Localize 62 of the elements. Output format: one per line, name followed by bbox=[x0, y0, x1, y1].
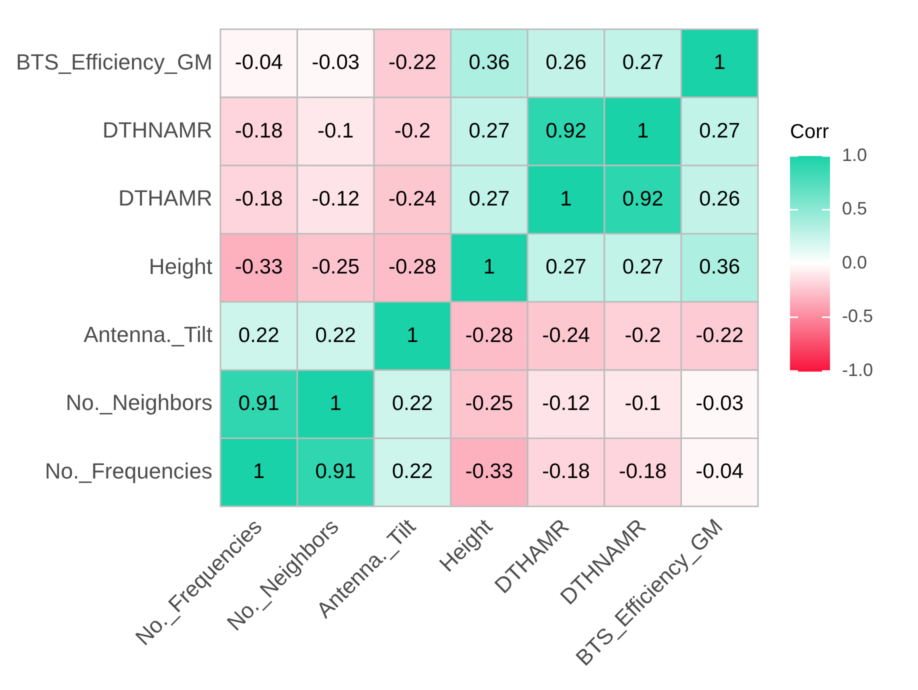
data-label: 0.27 bbox=[546, 256, 586, 279]
data-label: -0.04 bbox=[696, 460, 744, 484]
data-label: -0.25 bbox=[312, 256, 360, 279]
data-label: -0.1 bbox=[624, 392, 661, 415]
data-label: 0.27 bbox=[468, 119, 510, 142]
data-label: 0.92 bbox=[622, 187, 664, 210]
data-label: 0.22 bbox=[392, 460, 433, 484]
y-tick-label: No._Frequencies bbox=[44, 458, 212, 484]
data-label: 0.22 bbox=[392, 392, 433, 415]
data-label: 0.92 bbox=[546, 119, 586, 142]
data-label: -0.18 bbox=[234, 187, 283, 210]
color-bar-label: 0.0 bbox=[842, 252, 868, 272]
data-label: -0.28 bbox=[388, 256, 436, 279]
data-label: -0.03 bbox=[312, 51, 360, 74]
y-tick-label: No._Neighbors bbox=[66, 390, 212, 416]
legend-title: Corr bbox=[790, 121, 830, 143]
y-tick-label: DTHNAMR bbox=[102, 118, 212, 143]
y-tick-label: Height bbox=[148, 254, 212, 279]
data-label: -0.12 bbox=[312, 187, 360, 210]
data-label: -0.2 bbox=[394, 119, 431, 142]
color-bar-label: 0.5 bbox=[842, 198, 868, 219]
color-bar-label: -0.5 bbox=[842, 306, 874, 326]
data-label: -0.33 bbox=[465, 460, 514, 484]
data-label: 1 bbox=[714, 51, 726, 74]
data-label: -0.04 bbox=[234, 51, 284, 74]
data-label: 0.22 bbox=[238, 324, 280, 347]
data-label: 1 bbox=[483, 256, 496, 279]
data-label: -0.18 bbox=[542, 460, 590, 484]
data-label: 0.27 bbox=[699, 119, 740, 142]
color-bar-label: -1.0 bbox=[842, 360, 874, 380]
data-label: 0.36 bbox=[699, 256, 740, 279]
y-tick-label: Antenna._Tilt bbox=[84, 322, 212, 348]
data-label: 1 bbox=[406, 324, 418, 347]
data-label: 0.26 bbox=[699, 187, 740, 210]
data-label: 1 bbox=[330, 392, 342, 415]
data-label: -0.1 bbox=[318, 119, 354, 142]
data-label: 1 bbox=[560, 187, 572, 210]
data-label: -0.18 bbox=[618, 460, 667, 484]
data-label: 1 bbox=[636, 119, 649, 142]
y-tick-label: DTHAMR bbox=[118, 186, 212, 211]
data-label: -0.2 bbox=[624, 324, 661, 347]
data-label: 0.27 bbox=[622, 51, 664, 74]
data-label: -0.24 bbox=[542, 324, 590, 347]
data-label: -0.28 bbox=[465, 324, 514, 347]
y-tick-label: BTS_Efficiency_GM bbox=[16, 49, 212, 74]
data-label: 0.22 bbox=[315, 324, 356, 347]
data-label: -0.18 bbox=[234, 119, 283, 142]
data-label: -0.33 bbox=[234, 256, 283, 279]
data-label: -0.22 bbox=[696, 324, 744, 347]
data-label: -0.24 bbox=[388, 187, 437, 210]
color-bar-label: 1.0 bbox=[842, 144, 868, 165]
data-label: -0.25 bbox=[465, 392, 514, 415]
data-label: 1 bbox=[252, 460, 265, 484]
data-label: -0.12 bbox=[542, 392, 590, 415]
data-label: -0.22 bbox=[388, 51, 436, 74]
data-label: 0.36 bbox=[468, 51, 510, 74]
data-label: -0.03 bbox=[696, 392, 744, 415]
data-label: 0.91 bbox=[315, 460, 356, 484]
data-label: 0.91 bbox=[238, 392, 280, 415]
data-label: 0.27 bbox=[468, 187, 510, 210]
data-label: 0.26 bbox=[546, 51, 586, 74]
data-label: 0.27 bbox=[622, 256, 664, 279]
